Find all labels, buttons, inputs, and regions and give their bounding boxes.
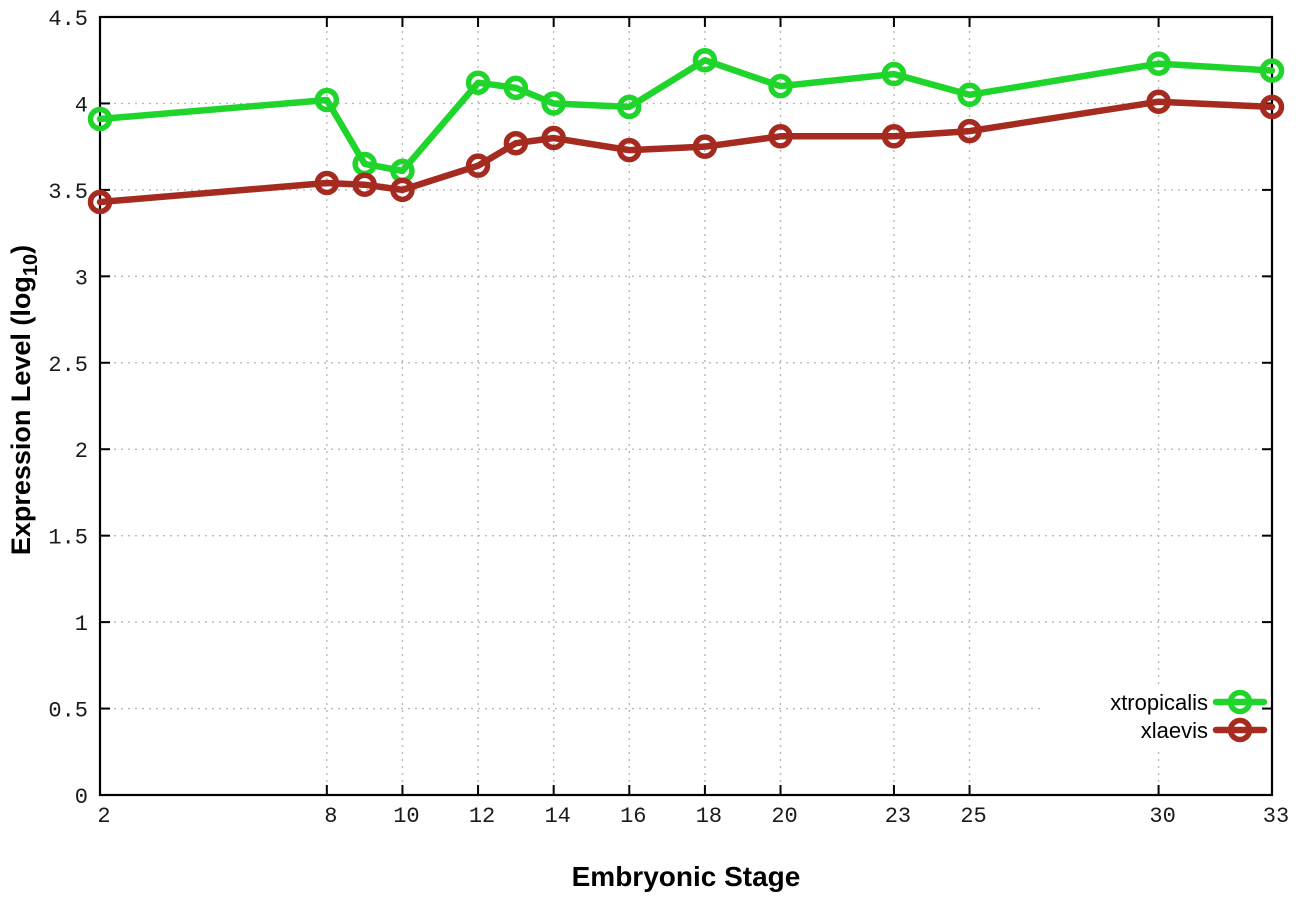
legend-marker-xtropicalis (1227, 689, 1253, 715)
data-point-xtropicalis (541, 91, 566, 116)
data-point-xlaevis (87, 189, 113, 215)
legend-marker-xlaevis (1227, 717, 1253, 743)
data-point-xlaevis (352, 172, 377, 197)
y-tick-label: 1 (75, 612, 88, 637)
data-point-xlaevis (465, 153, 491, 178)
x-tick-label: 25 (960, 804, 986, 829)
legend-label-xlaevis: xlaevis (1141, 718, 1208, 743)
x-tick-label: 23 (885, 804, 911, 829)
data-point-xlaevis (768, 124, 793, 149)
x-tick-label: 20 (771, 804, 797, 829)
data-point-xlaevis (881, 124, 907, 149)
y-tick-label: 3 (75, 266, 88, 291)
data-point-xtropicalis (87, 106, 113, 132)
data-point-xlaevis (692, 134, 718, 159)
data-point-xlaevis (390, 177, 415, 203)
data-point-xtropicalis (957, 82, 982, 108)
y-tick-label: 0 (75, 785, 88, 810)
legend-label-xtropicalis: xtropicalis (1110, 690, 1208, 715)
series-line-xtropicalis (96, 56, 1276, 175)
data-point-xtropicalis (1259, 58, 1285, 83)
y-tick-label: 4.5 (48, 7, 88, 32)
y-axis-title: Expression Level (log10) (6, 245, 42, 555)
y-tick-label: 4 (75, 93, 88, 118)
x-tick-label: 8 (324, 804, 337, 829)
data-point-xlaevis (541, 125, 566, 151)
y-tick-label: 2.5 (48, 353, 88, 378)
data-point-xlaevis (314, 170, 340, 196)
data-point-xtropicalis (617, 94, 642, 120)
y-tick-label: 3.5 (48, 180, 88, 205)
data-point-xtropicalis (503, 75, 529, 101)
x-tick-label: 14 (544, 804, 570, 829)
y-tick-label: 0.5 (48, 699, 88, 724)
x-axis-title: Embryonic Stage (572, 861, 801, 892)
plot-border (98, 15, 1274, 797)
x-tick-label: 18 (696, 804, 722, 829)
x-tick-label: 2 (97, 804, 110, 829)
data-point-xtropicalis (465, 70, 491, 95)
x-tick-label: 16 (620, 804, 646, 829)
y-tick-label: 1.5 (48, 526, 88, 551)
series-line-xlaevis (96, 98, 1276, 206)
x-tick-label: 10 (393, 804, 419, 829)
data-point-xtropicalis (881, 61, 907, 87)
data-point-xlaevis (1146, 89, 1171, 114)
x-tick-label: 30 (1149, 804, 1175, 829)
data-point-xlaevis (1259, 94, 1285, 120)
data-point-xlaevis (957, 118, 982, 144)
x-tick-label: 33 (1263, 804, 1289, 829)
y-tick-label: 2 (75, 439, 88, 464)
data-point-xtropicalis (1146, 51, 1171, 76)
data-point-xlaevis (617, 137, 642, 163)
data-point-xtropicalis (692, 47, 718, 73)
data-point-xlaevis (503, 130, 529, 156)
x-tick-label: 12 (469, 804, 495, 829)
data-point-xtropicalis (768, 73, 793, 99)
data-point-xtropicalis (314, 87, 340, 113)
